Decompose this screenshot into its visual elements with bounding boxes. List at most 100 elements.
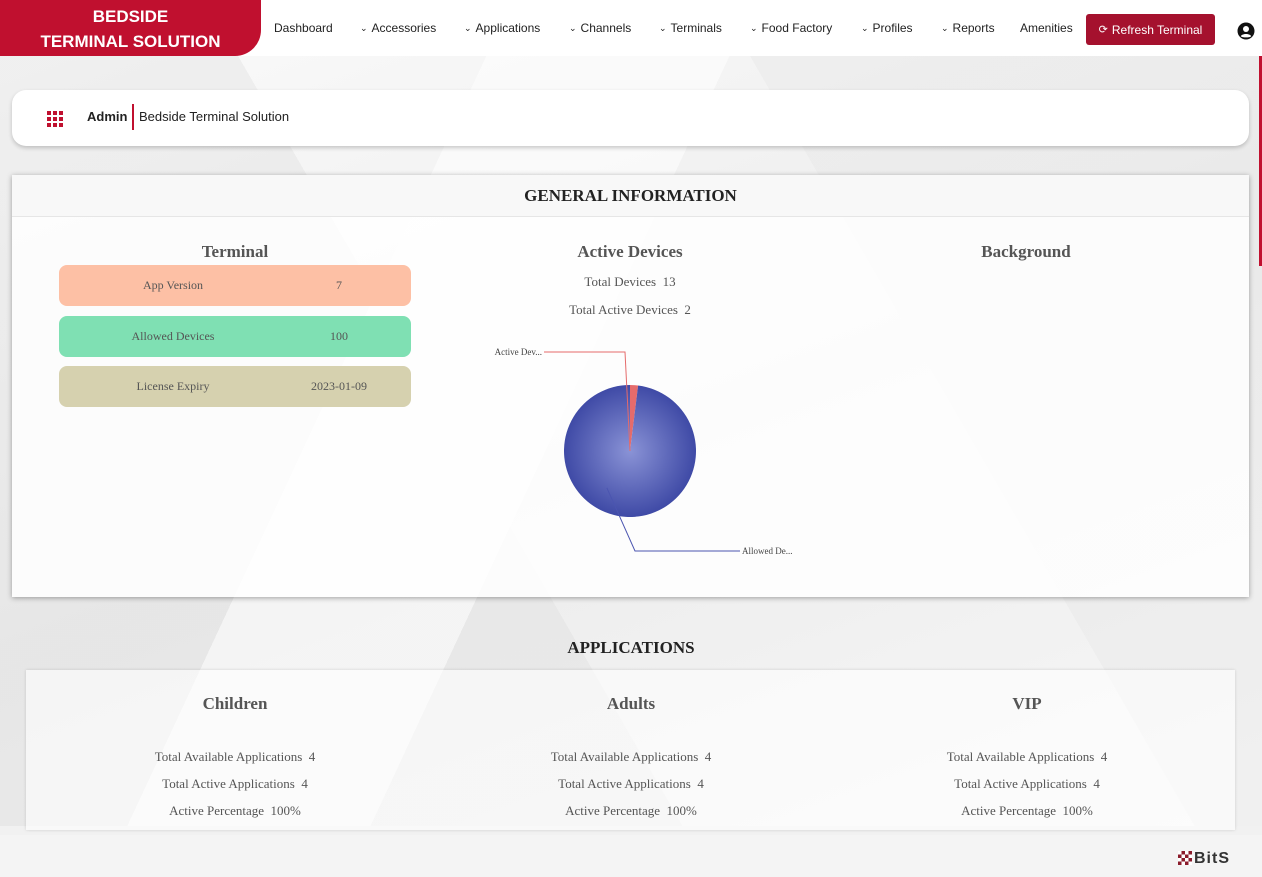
active-percentage-line: Active Percentage 100%	[431, 803, 831, 819]
general-information-title: GENERAL INFORMATION	[12, 175, 1249, 217]
terminal-title: Terminal	[201, 242, 269, 261]
nav-dashboard[interactable]: Dashboard	[274, 21, 333, 35]
general-information-panel: GENERAL INFORMATION Terminal App Version…	[12, 175, 1249, 597]
nav-profiles[interactable]: ⌄ Profiles	[861, 21, 913, 35]
breadcrumb-app-name: Bedside Terminal Solution	[139, 109, 290, 124]
nav-label: Applications	[475, 21, 541, 35]
info-label: License Expiry	[136, 379, 210, 393]
stat-label: Active Percentage	[565, 803, 661, 818]
available-apps-line: Total Available Applications 4	[431, 749, 831, 765]
nav-label: Profiles	[872, 21, 913, 35]
brand-line2: TERMINAL SOLUTION	[40, 32, 221, 51]
chevron-down-icon: ⌄	[861, 23, 869, 33]
stat-label: Active Percentage	[961, 803, 1057, 818]
stat-label: Active Percentage	[169, 803, 265, 818]
nav-food-factory[interactable]: ⌄ Food Factory	[750, 21, 832, 35]
breadcrumb-divider	[132, 104, 134, 130]
bits-logo-mark	[1178, 851, 1192, 865]
stat-label: Total Active Devices	[569, 302, 678, 317]
nav-label: Food Factory	[761, 21, 833, 35]
app-column-title: Children	[202, 694, 268, 713]
top-navbar: BEDSIDE TERMINAL SOLUTION Dashboard ⌄ Acc…	[0, 0, 1262, 56]
nav-accessories[interactable]: ⌄ Accessories	[360, 21, 436, 35]
chevron-down-icon: ⌄	[569, 23, 577, 33]
chevron-down-icon: ⌄	[750, 23, 758, 33]
active-apps-line: Total Active Applications 4	[827, 776, 1227, 792]
chevron-down-icon: ⌄	[941, 23, 949, 33]
app-column-title: VIP	[1012, 694, 1042, 713]
stat-value: 4	[704, 749, 712, 764]
stat-value: 4	[697, 776, 704, 791]
active-devices-title: Active Devices	[577, 242, 683, 261]
stat-value: 100%	[666, 803, 697, 818]
stat-label: Total Active Applications	[558, 776, 691, 791]
stat-label: Total Available Applications	[550, 749, 699, 764]
pie-slice	[630, 385, 639, 451]
stat-label: Total Available Applications	[946, 749, 1095, 764]
pie-leader-line	[544, 351, 631, 452]
active-percentage-line: Active Percentage 100%	[827, 803, 1227, 819]
stat-value: 4	[1100, 749, 1108, 764]
stat-label: Total Available Applications	[154, 749, 303, 764]
chevron-down-icon: ⌄	[464, 23, 472, 33]
brand-logo[interactable]: BEDSIDE TERMINAL SOLUTION	[0, 0, 261, 56]
stat-label: Total Active Applications	[162, 776, 295, 791]
info-value: 100	[330, 329, 348, 343]
active-apps-line: Total Active Applications 4	[35, 776, 435, 792]
nav-amenities[interactable]: Amenities	[1020, 21, 1073, 35]
background-title: Background	[981, 242, 1071, 261]
info-value: 2023-01-09	[311, 379, 367, 393]
applications-panel: Children Total Available Applications 4 …	[26, 670, 1235, 830]
nav-applications[interactable]: ⌄ Applications	[464, 21, 540, 35]
pie-label: Allowed De...	[742, 546, 793, 556]
nav-label: Amenities	[1020, 21, 1073, 35]
nav-label: Channels	[580, 21, 632, 35]
nav-label: Reports	[952, 21, 995, 35]
stat-value: 100%	[1062, 803, 1093, 818]
refresh-icon: ⟳	[1098, 24, 1108, 36]
chevron-down-icon: ⌄	[360, 23, 368, 33]
nav-label: Dashboard	[274, 21, 333, 35]
breadcrumb-role: Admin	[87, 109, 128, 124]
stat-label: Total Devices	[584, 274, 657, 289]
stat-value: 4	[301, 776, 308, 791]
chevron-down-icon: ⌄	[659, 23, 667, 33]
applications-title: APPLICATIONS	[567, 638, 695, 657]
app-column-title: Adults	[606, 694, 656, 713]
nav-label: Accessories	[371, 21, 437, 35]
info-label: Allowed Devices	[131, 329, 215, 343]
pie-leader-line	[606, 487, 740, 552]
active-devices-pie-chart: Active Dev... Allowed De...	[495, 347, 793, 556]
nav-reports[interactable]: ⌄ Reports	[941, 21, 995, 35]
apps-grid-icon[interactable]	[47, 111, 63, 127]
total-active-devices-stat: Total Active Devices 2	[530, 302, 730, 318]
stat-label: Total Active Applications	[954, 776, 1087, 791]
brand-line1: BEDSIDE	[92, 7, 169, 26]
stat-value: 2	[684, 302, 691, 317]
stat-value: 4	[308, 749, 316, 764]
stat-value: 100%	[270, 803, 301, 818]
available-apps-line: Total Available Applications 4	[827, 749, 1227, 765]
total-devices-stat: Total Devices 13	[530, 274, 730, 290]
active-percentage-line: Active Percentage 100%	[35, 803, 435, 819]
bits-logo-text: BitS	[1194, 850, 1230, 867]
nav-terminals[interactable]: ⌄ Terminals	[659, 21, 722, 35]
pie-label: Active Dev...	[495, 347, 542, 357]
allowed-devices-box: Allowed Devices 100	[59, 316, 411, 357]
bits-logo: BitS	[1178, 850, 1230, 868]
info-value: 7	[336, 278, 342, 292]
user-circle-icon[interactable]	[1237, 22, 1255, 40]
info-label: App Version	[142, 278, 204, 292]
license-expiry-box: License Expiry 2023-01-09	[59, 366, 411, 407]
refresh-label: Refresh Terminal	[1111, 22, 1203, 37]
stat-value: 13	[662, 274, 676, 289]
nav-channels[interactable]: ⌄ Channels	[569, 21, 631, 35]
footer	[0, 835, 1262, 877]
refresh-terminal-button[interactable]: ⟳ Refresh Terminal	[1086, 14, 1215, 45]
active-apps-line: Total Active Applications 4	[431, 776, 831, 792]
breadcrumb: Admin Bedside Terminal Solution	[12, 90, 1249, 146]
scrollbar[interactable]	[1259, 56, 1262, 266]
app-version-box: App Version 7	[59, 265, 411, 306]
available-apps-line: Total Available Applications 4	[35, 749, 435, 765]
stat-value: 4	[1093, 776, 1100, 791]
